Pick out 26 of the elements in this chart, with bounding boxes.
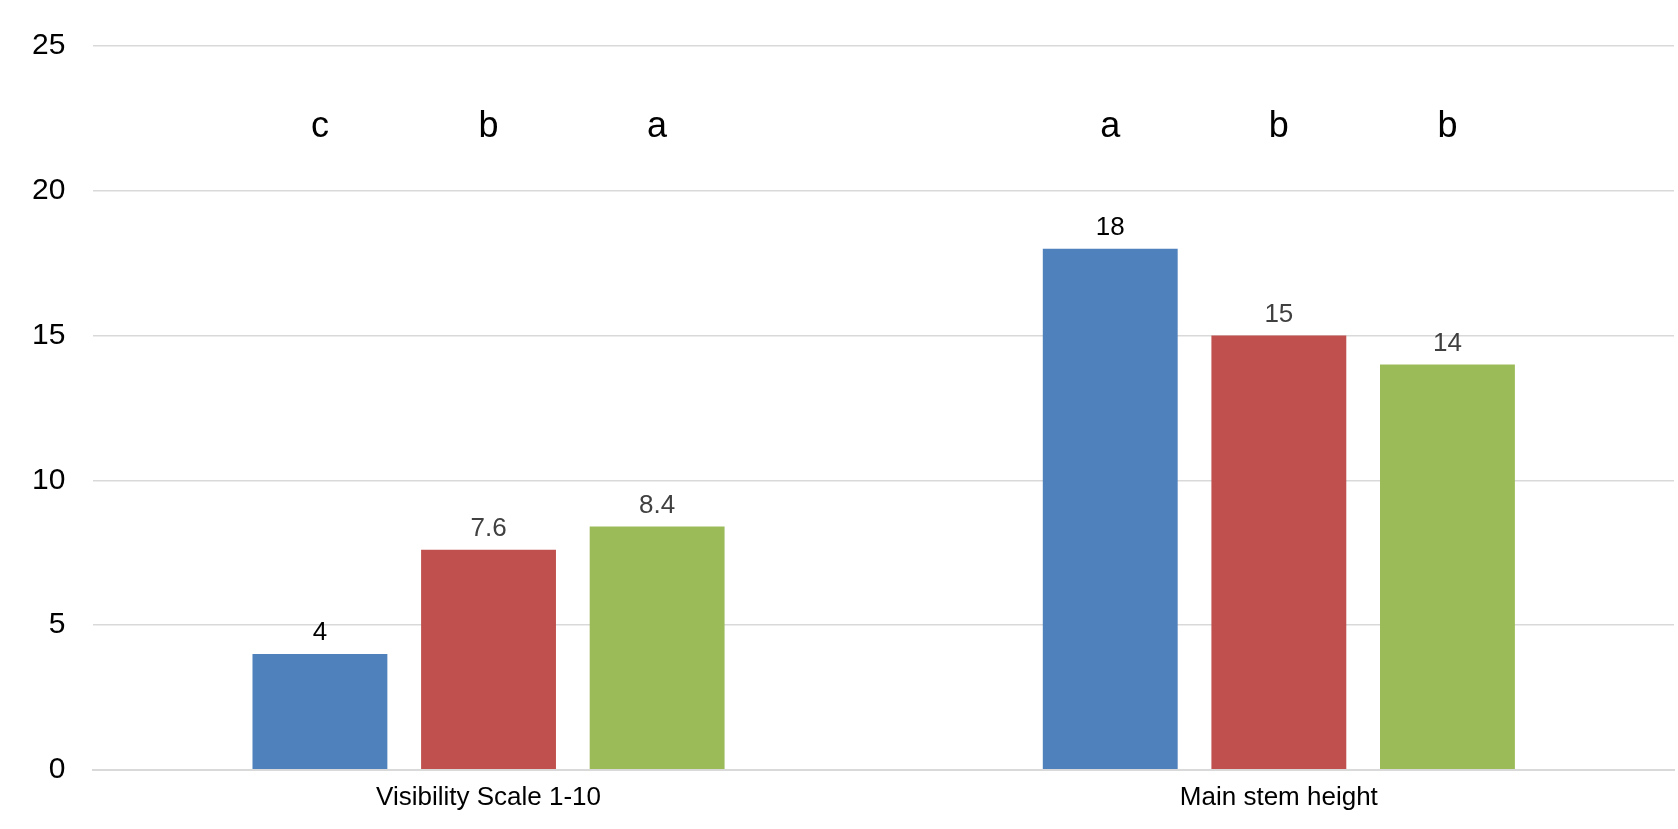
data-label: 4 <box>312 616 328 647</box>
bar <box>1380 364 1515 770</box>
annotation: b <box>478 103 499 145</box>
annotation: a <box>647 103 669 145</box>
annotation: b <box>1268 103 1289 145</box>
annotation: b <box>1437 103 1458 145</box>
data-label: 14 <box>1432 326 1462 357</box>
bar <box>421 549 556 770</box>
data-label: 15 <box>1264 297 1294 328</box>
y-tick-label: 15 <box>31 316 66 350</box>
bar <box>1042 248 1178 770</box>
y-tick-label: 25 <box>31 27 66 61</box>
data-label: 7.6 <box>470 511 507 542</box>
annotation: a <box>1100 103 1122 145</box>
bar <box>589 526 725 770</box>
x-tick-label: Visibility Scale 1-10 <box>376 780 602 811</box>
bar <box>1211 335 1347 770</box>
data-label: 8.4 <box>639 488 676 519</box>
annotation: c <box>310 103 329 145</box>
y-tick-label: 10 <box>31 461 66 495</box>
x-tick-label: Main stem height <box>1179 780 1379 811</box>
bar <box>252 653 388 770</box>
y-tick-label: 5 <box>48 606 66 640</box>
data-label: 18 <box>1095 210 1125 241</box>
y-tick-label: 20 <box>31 172 66 206</box>
y-tick-label: 0 <box>48 751 66 785</box>
